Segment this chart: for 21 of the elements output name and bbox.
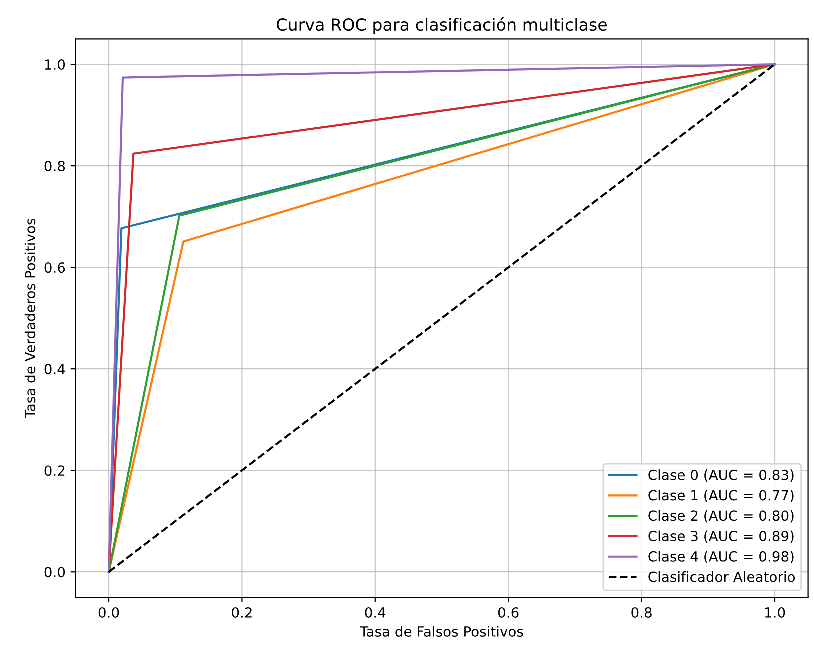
x-tick-label: 0.0	[98, 607, 120, 618]
chart-title: Curva ROC para clasificación multiclase	[277, 18, 608, 34]
y-tick-label: 0.6	[44, 262, 66, 274]
y-tick-label: 0.8	[44, 161, 66, 172]
x-tick-label: 1.0	[765, 607, 786, 618]
legend-label: Clase 3 (AUC = 0.89)	[648, 530, 794, 544]
y-tick-label: 0.4	[44, 364, 66, 375]
y-tick-label: 0.0	[44, 567, 66, 578]
x-tick-label: 0.4	[365, 607, 386, 618]
legend-label: Clase 0 (AUC = 0.83)	[648, 470, 794, 482]
legend-label: Clase 2 (AUC = 0.80)	[648, 510, 794, 523]
x-tick-label: 0.8	[632, 607, 652, 618]
x-tick-label: 0.6	[498, 607, 519, 618]
legend-label: Clase 4 (AUC = 0.98)	[648, 551, 794, 564]
y-tick-label: 0.2	[44, 466, 65, 476]
legend-label: Clase 1 (AUC = 0.77)	[648, 490, 794, 502]
y-tick-label: 1.0	[45, 60, 66, 70]
x-axis-title: Tasa de Falsos Positivos	[360, 626, 524, 637]
legend-label: Clasificador Aleatorio	[648, 572, 796, 582]
y-axis-title: Tasa de Verdaderos Positivos	[24, 219, 36, 418]
x-tick-label: 0.2	[232, 607, 252, 618]
